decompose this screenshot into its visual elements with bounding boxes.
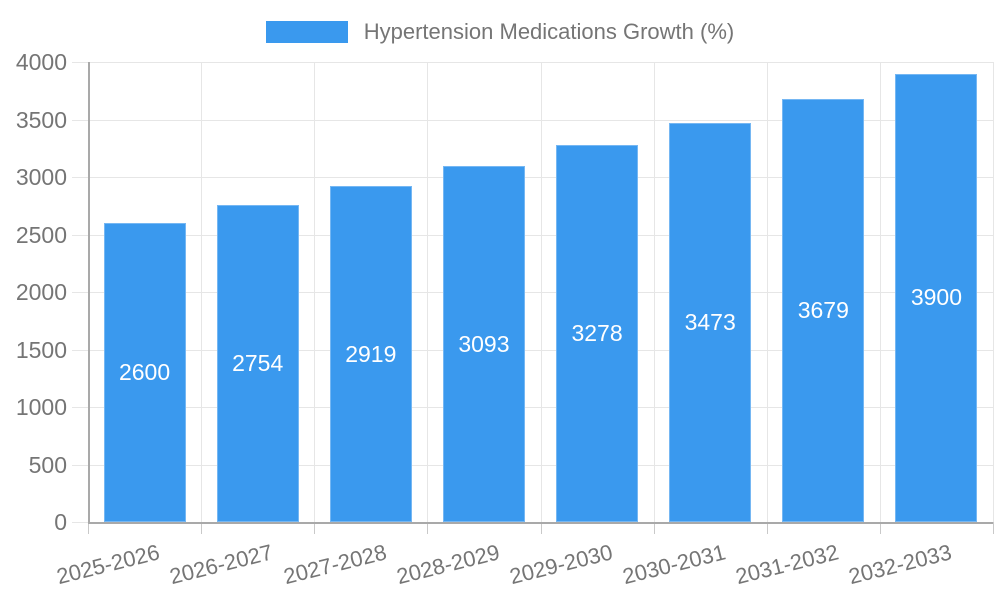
y-gridline: [72, 407, 993, 408]
x-axis-tick-label: 2030-2031: [619, 539, 729, 590]
x-axis-tick-label: 2031-2032: [733, 539, 842, 590]
bar-value-label: 2754: [232, 350, 284, 377]
x-gridline: [427, 62, 428, 522]
x-axis-tick-label: 2028-2029: [393, 539, 502, 590]
y-axis-tick-label: 2000: [15, 279, 67, 305]
x-axis-tick: [541, 522, 542, 534]
bar[interactable]: 2754: [216, 205, 299, 522]
x-axis-tick-label: 2027-2028: [280, 539, 389, 590]
x-gridline: [767, 62, 768, 522]
y-gridline: [72, 177, 993, 178]
x-gridline: [201, 62, 202, 522]
bar-value-label: 3679: [797, 296, 849, 323]
y-gridline: [72, 292, 993, 293]
y-axis-tick-label: 1500: [15, 337, 67, 363]
bar-value-label: 2919: [345, 340, 397, 367]
x-axis-tick: [654, 522, 655, 534]
x-axis-tick-label: 2026-2027: [167, 539, 276, 590]
bar[interactable]: 3093: [442, 166, 525, 522]
x-axis-line: [88, 522, 993, 524]
x-gridline: [993, 62, 994, 522]
x-gridline: [880, 62, 881, 522]
chart-legend[interactable]: Hypertension Medications Growth (%): [0, 16, 1000, 48]
x-axis-tick: [88, 522, 89, 534]
bar[interactable]: 3679: [782, 98, 865, 522]
y-axis-tick-label: 3500: [15, 107, 67, 133]
y-gridline: [72, 62, 993, 63]
bar-value-label: 2600: [118, 359, 171, 385]
x-axis-tick: [767, 522, 768, 534]
bar-value-label: 3093: [458, 330, 510, 357]
x-axis-tick: [314, 522, 315, 534]
legend-label: Hypertension Medications Growth (%): [363, 19, 735, 44]
bar[interactable]: 2919: [329, 186, 412, 522]
y-axis-tick-label: 2500: [15, 222, 67, 248]
x-axis-tick: [993, 522, 994, 534]
y-axis-line: [88, 62, 90, 522]
x-axis-tick: [427, 522, 428, 534]
x-gridline: [314, 62, 315, 522]
y-axis-tick-label: 500: [28, 452, 67, 478]
x-axis-tick: [201, 522, 202, 534]
x-gridline: [541, 62, 542, 522]
bar-value-label: 3900: [910, 284, 963, 311]
x-axis-tick: [880, 522, 881, 534]
legend-swatch: [265, 21, 348, 43]
bar-value-label: 3473: [684, 308, 736, 335]
bar[interactable]: 3473: [669, 122, 752, 522]
y-gridline: [72, 120, 993, 121]
y-gridline: [72, 350, 993, 351]
y-axis-tick-label: 1000: [15, 394, 67, 420]
bar[interactable]: 3278: [556, 145, 639, 522]
y-axis-tick-label: 3000: [15, 164, 67, 190]
y-axis-tick: [72, 522, 88, 523]
y-axis-tick-label: 4000: [15, 49, 67, 75]
x-gridline: [654, 62, 655, 522]
bar[interactable]: 3900: [895, 73, 978, 522]
y-gridline: [72, 235, 993, 236]
bar-value-label: 3278: [571, 320, 623, 346]
x-axis-tick-label: 2032-2033: [846, 539, 955, 590]
x-axis-tick-label: 2025-2026: [54, 539, 163, 590]
y-gridline: [72, 465, 993, 466]
y-axis-tick-label: 0: [54, 509, 67, 535]
x-axis-tick-label: 2029-2030: [506, 539, 615, 590]
bar[interactable]: 2600: [103, 223, 186, 522]
